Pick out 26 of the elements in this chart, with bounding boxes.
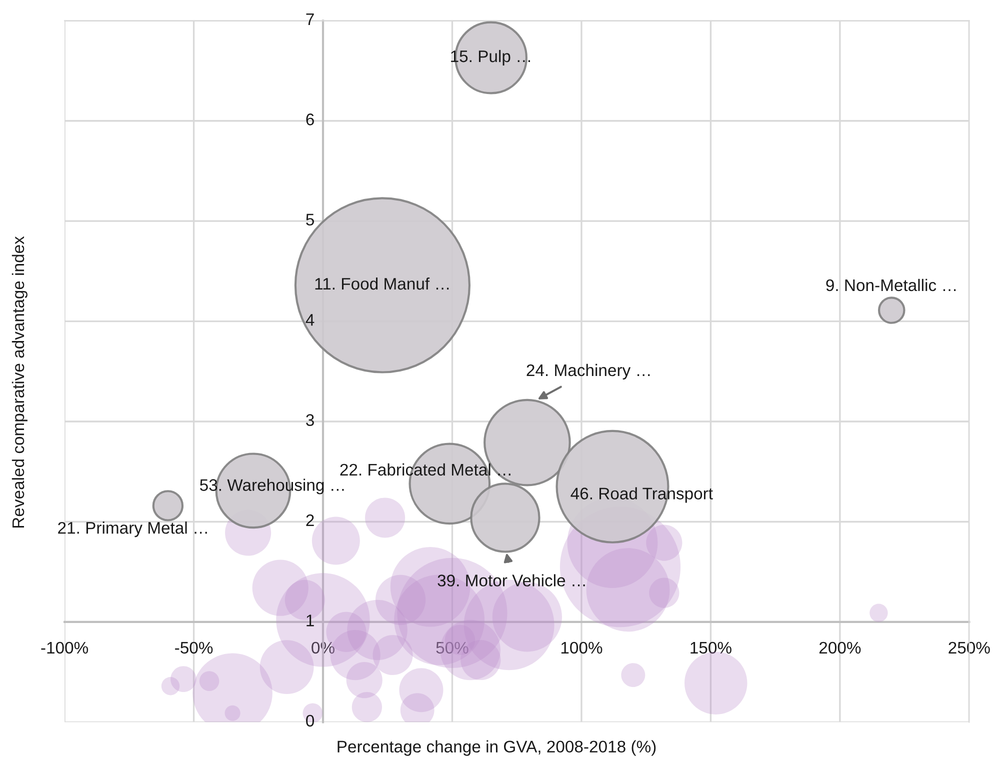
y-axis-title: Revealed comparative advantage index xyxy=(12,236,28,528)
annotation: 39. Motor Vehicle … xyxy=(438,574,585,586)
x-tick-label: -50% xyxy=(175,642,213,654)
y-tick-label: 1 xyxy=(306,614,314,626)
x-tick-label: 50% xyxy=(436,642,468,654)
x-tick-label: -100% xyxy=(41,642,88,654)
annotation: 21. Primary Metal … xyxy=(58,522,207,538)
y-tick-label: 4 xyxy=(306,314,314,326)
x-axis-title: Percentage change in GVA, 2008-2018 (%) xyxy=(338,740,656,756)
annotation: 9. Non-Metallic … xyxy=(826,278,956,292)
y-tick-label: 0 xyxy=(306,714,314,727)
y-tick-label: 6 xyxy=(306,114,314,126)
x-tick-label: 100% xyxy=(561,642,602,654)
annotation: 15. Pulp … xyxy=(451,50,530,66)
annotation: 46. Road Transport xyxy=(570,487,713,503)
y-tick-label: 3 xyxy=(306,414,314,426)
annotation: 11. Food Manuf … xyxy=(315,277,449,290)
y-tick-label: 2 xyxy=(306,514,314,526)
annotation: 53. Warehousing … xyxy=(200,478,344,494)
x-tick-label: 150% xyxy=(690,642,732,654)
annotation: 22. Fabricated Metal … xyxy=(340,463,510,476)
annotation: 24. Machinery … xyxy=(526,364,650,380)
y-tick-label: 7 xyxy=(306,14,314,25)
x-tick-label: 200% xyxy=(819,642,861,654)
x-tick-label: 250% xyxy=(948,642,990,654)
y-tick-label: 5 xyxy=(306,214,314,226)
